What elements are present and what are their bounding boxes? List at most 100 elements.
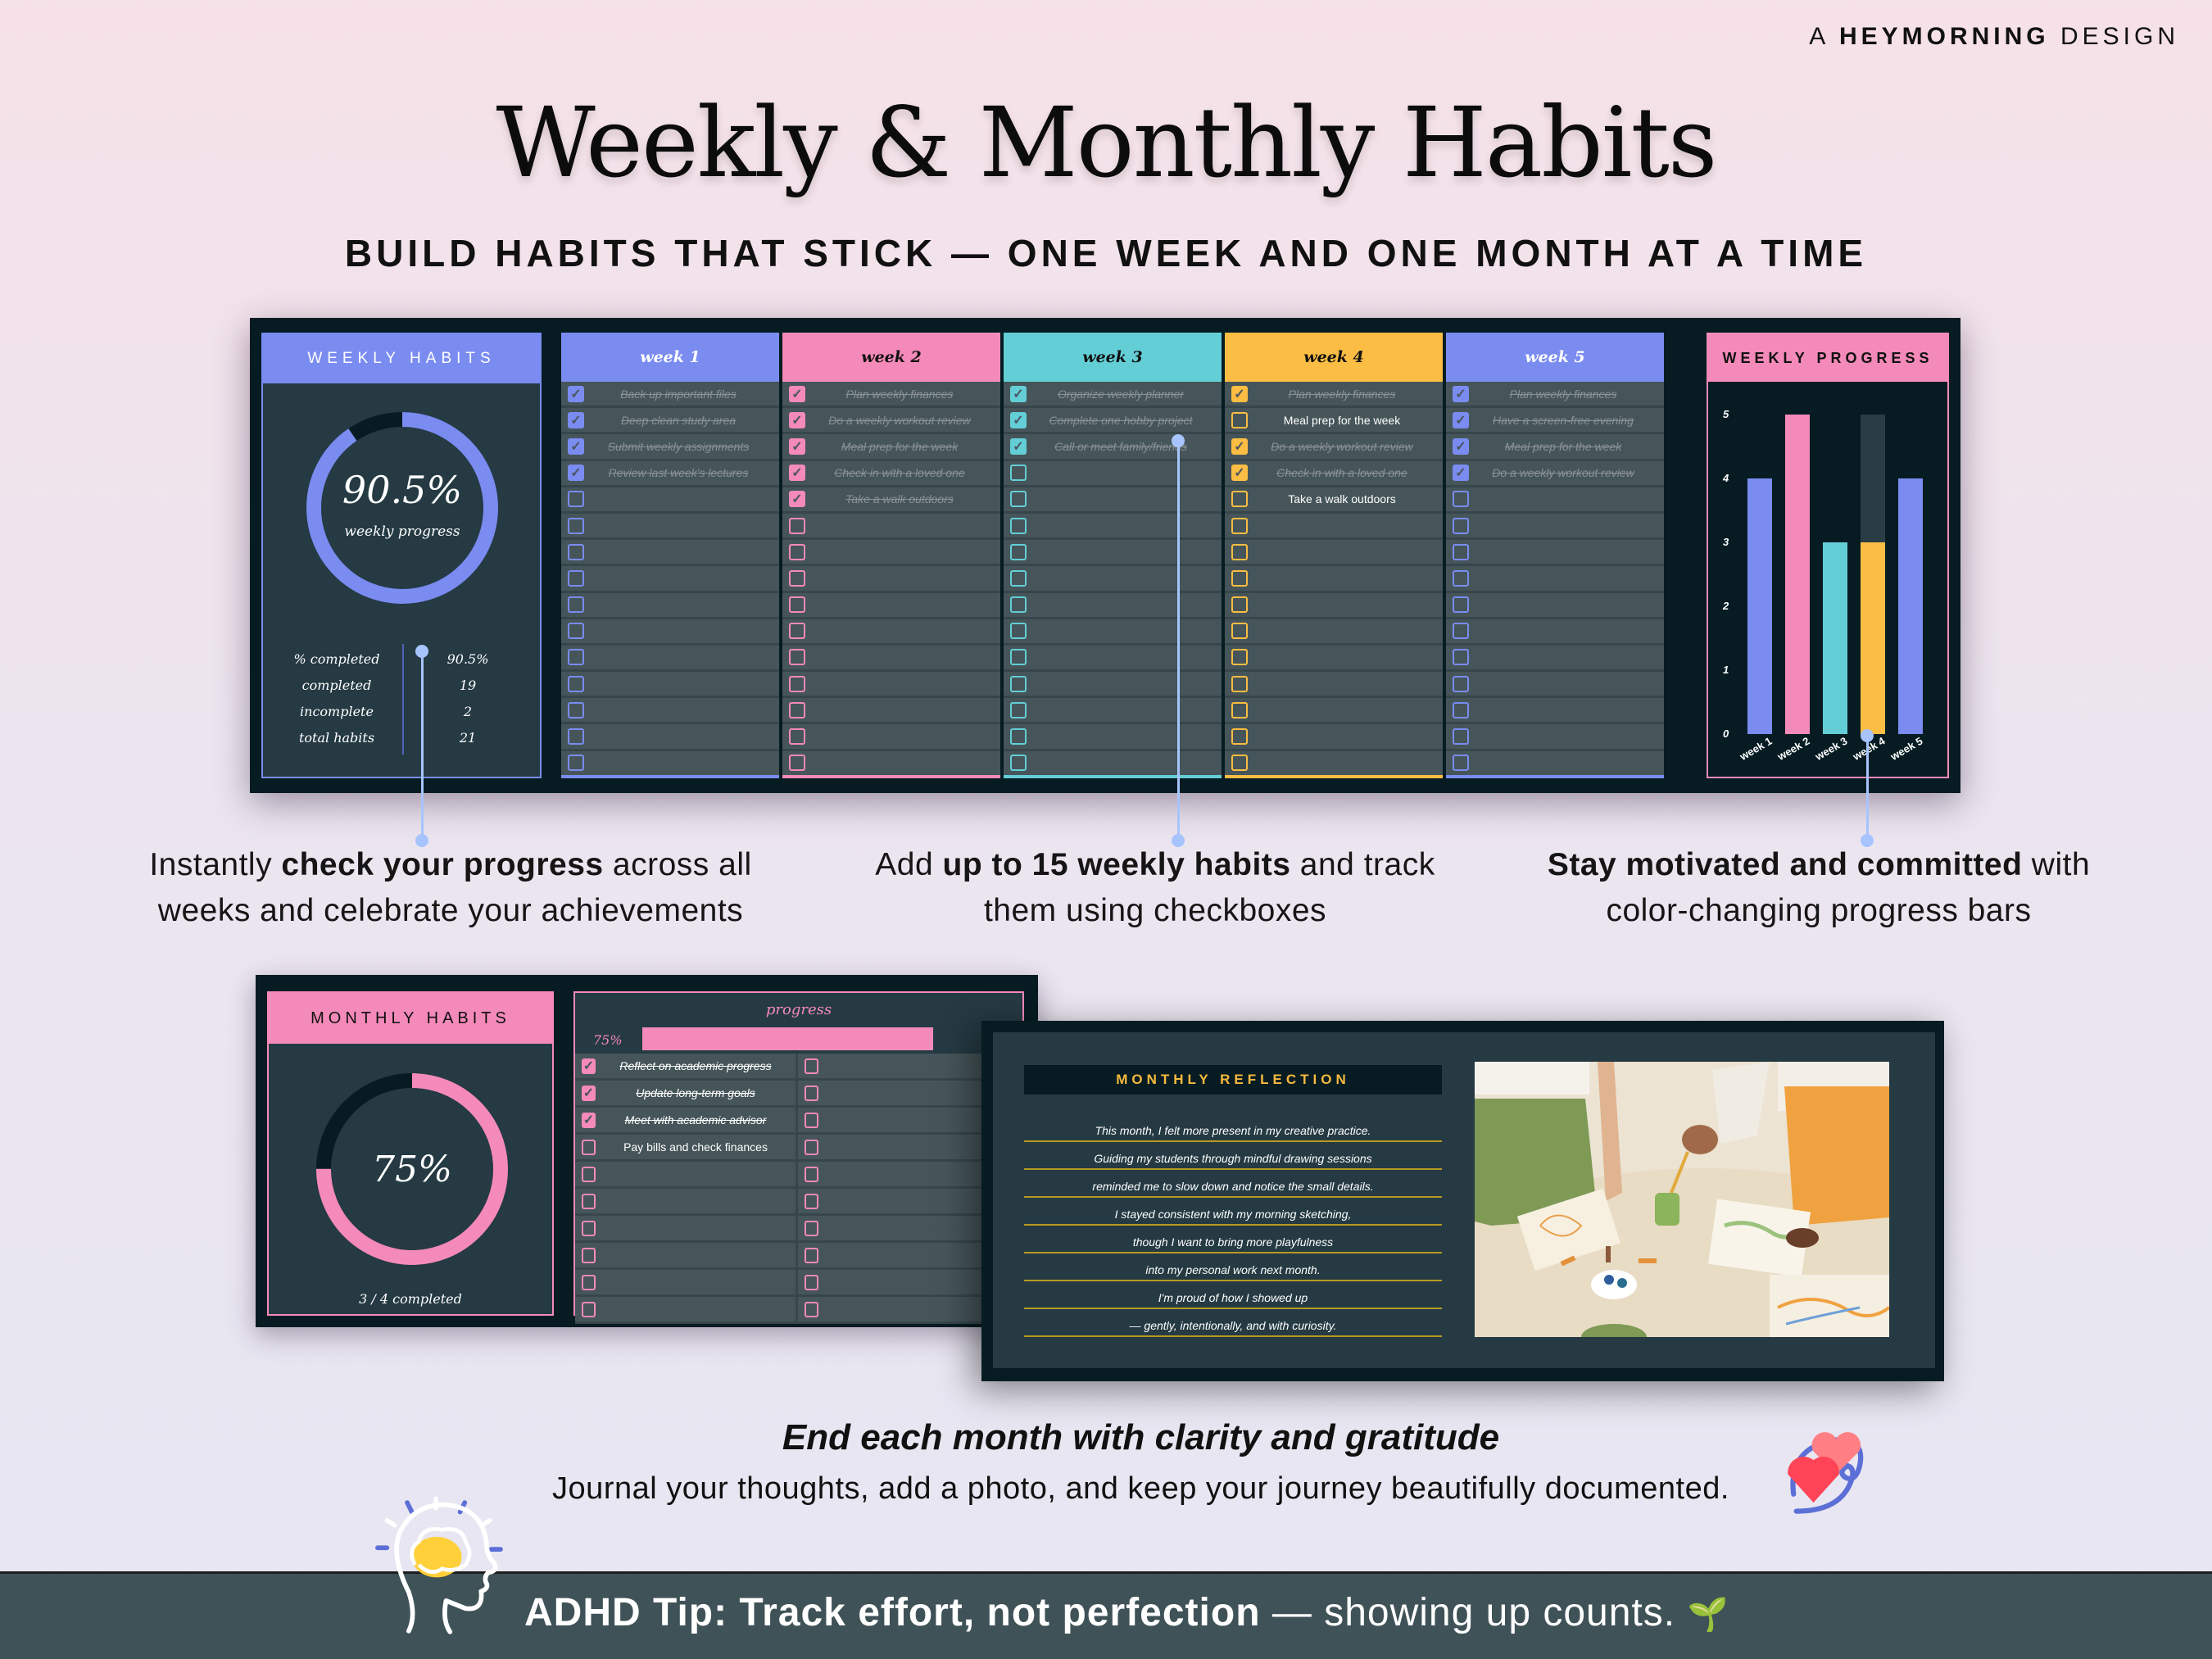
checkbox-checked[interactable]: ✓ bbox=[1453, 437, 1469, 455]
habit-text[interactable]: Pay bills and check finances bbox=[623, 1140, 768, 1154]
habit-text[interactable]: Plan weekly finances bbox=[1288, 387, 1396, 401]
habit-text[interactable]: Do a weekly workout review bbox=[828, 413, 971, 427]
checkbox[interactable] bbox=[1231, 649, 1248, 666]
checkbox[interactable] bbox=[805, 1274, 818, 1290]
checkbox[interactable] bbox=[1453, 491, 1469, 508]
checkbox[interactable] bbox=[568, 649, 584, 666]
checkbox[interactable] bbox=[789, 649, 805, 666]
checkbox[interactable] bbox=[789, 755, 805, 772]
checkbox[interactable] bbox=[805, 1220, 818, 1236]
checkbox-checked[interactable]: ✓ bbox=[1010, 385, 1027, 402]
checkbox[interactable] bbox=[1453, 701, 1469, 718]
checkbox[interactable] bbox=[789, 701, 805, 718]
habit-text[interactable]: Review last week's lectures bbox=[608, 466, 749, 480]
checkbox[interactable] bbox=[1453, 543, 1469, 560]
checkbox[interactable] bbox=[1010, 517, 1027, 534]
checkbox[interactable] bbox=[582, 1274, 596, 1290]
reflection-line[interactable]: I stayed consistent with my morning sket… bbox=[1024, 1198, 1442, 1226]
habit-text[interactable]: Do a weekly workout review bbox=[1492, 466, 1634, 480]
habit-text[interactable]: Take a walk outdoors bbox=[845, 492, 954, 506]
habit-text[interactable]: Meal prep for the week bbox=[1504, 439, 1622, 453]
checkbox[interactable] bbox=[789, 517, 805, 534]
checkbox[interactable] bbox=[805, 1193, 818, 1209]
checkbox[interactable] bbox=[1010, 701, 1027, 718]
checkbox[interactable] bbox=[1010, 596, 1027, 614]
habit-text[interactable]: Update long-term goals bbox=[636, 1086, 755, 1099]
checkbox[interactable] bbox=[568, 517, 584, 534]
checkbox[interactable] bbox=[805, 1247, 818, 1263]
habit-text[interactable]: Submit weekly assignments bbox=[607, 439, 750, 453]
checkbox-checked[interactable]: ✓ bbox=[789, 385, 805, 402]
habit-text[interactable]: Take a walk outdoors bbox=[1288, 492, 1396, 506]
checkbox[interactable] bbox=[1453, 596, 1469, 614]
checkbox[interactable] bbox=[789, 569, 805, 587]
checkbox[interactable] bbox=[1231, 675, 1248, 692]
checkbox[interactable] bbox=[1231, 491, 1248, 508]
checkbox[interactable] bbox=[1231, 543, 1248, 560]
checkbox-checked[interactable]: ✓ bbox=[789, 491, 805, 508]
checkbox[interactable] bbox=[805, 1085, 818, 1101]
checkbox[interactable] bbox=[1231, 596, 1248, 614]
checkbox-checked[interactable]: ✓ bbox=[1453, 465, 1469, 482]
checkbox[interactable] bbox=[1010, 569, 1027, 587]
habit-text[interactable]: Check in with a loved one bbox=[1276, 466, 1407, 480]
checkbox[interactable] bbox=[1453, 755, 1469, 772]
checkbox[interactable] bbox=[1231, 569, 1248, 587]
reflection-line[interactable]: — gently, intentionally, and with curios… bbox=[1024, 1309, 1442, 1337]
checkbox[interactable] bbox=[568, 728, 584, 746]
checkbox[interactable] bbox=[1010, 649, 1027, 666]
checkbox[interactable] bbox=[1453, 517, 1469, 534]
checkbox[interactable] bbox=[789, 543, 805, 560]
checkbox[interactable] bbox=[789, 675, 805, 692]
habit-text[interactable]: Have a screen-free evening bbox=[1493, 413, 1634, 427]
checkbox[interactable] bbox=[582, 1193, 596, 1209]
checkbox[interactable] bbox=[1231, 411, 1248, 428]
checkbox[interactable] bbox=[582, 1301, 596, 1317]
habit-text[interactable]: Plan weekly finances bbox=[1509, 387, 1617, 401]
checkbox[interactable] bbox=[1231, 517, 1248, 534]
checkbox[interactable] bbox=[1231, 701, 1248, 718]
checkbox-checked[interactable]: ✓ bbox=[789, 411, 805, 428]
checkbox[interactable] bbox=[568, 596, 584, 614]
checkbox-checked[interactable]: ✓ bbox=[1453, 385, 1469, 402]
checkbox[interactable] bbox=[805, 1301, 818, 1317]
habit-text[interactable]: Back up important files bbox=[620, 387, 737, 401]
checkbox-checked[interactable]: ✓ bbox=[582, 1085, 596, 1101]
habit-text[interactable]: Deep clean study area bbox=[620, 413, 737, 427]
reflection-line[interactable]: reminded me to slow down and notice the … bbox=[1024, 1170, 1442, 1198]
checkbox[interactable] bbox=[1010, 728, 1027, 746]
checkbox-checked[interactable]: ✓ bbox=[568, 411, 584, 428]
reflection-line[interactable]: Guiding my students through mindful draw… bbox=[1024, 1142, 1442, 1170]
checkbox[interactable] bbox=[1010, 755, 1027, 772]
checkbox[interactable] bbox=[1010, 675, 1027, 692]
checkbox[interactable] bbox=[582, 1166, 596, 1182]
reflection-line[interactable]: though I want to bring more playfulness bbox=[1024, 1226, 1442, 1253]
checkbox[interactable] bbox=[568, 701, 584, 718]
habit-text[interactable]: Organize weekly planner bbox=[1057, 387, 1185, 401]
habit-text[interactable]: Check in with a loved one bbox=[834, 466, 965, 480]
checkbox[interactable] bbox=[568, 675, 584, 692]
checkbox-checked[interactable]: ✓ bbox=[568, 465, 584, 482]
reflection-photo[interactable] bbox=[1475, 1062, 1889, 1337]
checkbox-checked[interactable]: ✓ bbox=[1231, 437, 1248, 455]
checkbox[interactable] bbox=[1010, 623, 1027, 640]
checkbox-checked[interactable]: ✓ bbox=[568, 437, 584, 455]
checkbox[interactable] bbox=[805, 1058, 818, 1074]
checkbox[interactable] bbox=[582, 1139, 596, 1155]
checkbox[interactable] bbox=[1453, 728, 1469, 746]
checkbox[interactable] bbox=[805, 1112, 818, 1128]
reflection-line[interactable]: I'm proud of how I showed up bbox=[1024, 1281, 1442, 1309]
checkbox[interactable] bbox=[789, 728, 805, 746]
habit-text[interactable]: Complete one hobby project bbox=[1049, 413, 1193, 427]
checkbox[interactable] bbox=[568, 491, 584, 508]
checkbox[interactable] bbox=[582, 1247, 596, 1263]
checkbox[interactable] bbox=[1010, 465, 1027, 482]
habit-text[interactable]: Call or meet family/friends bbox=[1054, 439, 1187, 453]
habit-text[interactable]: Meal prep for the week bbox=[841, 439, 959, 453]
checkbox-checked[interactable]: ✓ bbox=[1010, 411, 1027, 428]
checkbox[interactable] bbox=[568, 569, 584, 587]
checkbox-checked[interactable]: ✓ bbox=[568, 385, 584, 402]
checkbox[interactable] bbox=[1231, 728, 1248, 746]
checkbox[interactable] bbox=[1010, 543, 1027, 560]
habit-text[interactable]: Meet with academic advisor bbox=[624, 1113, 767, 1126]
